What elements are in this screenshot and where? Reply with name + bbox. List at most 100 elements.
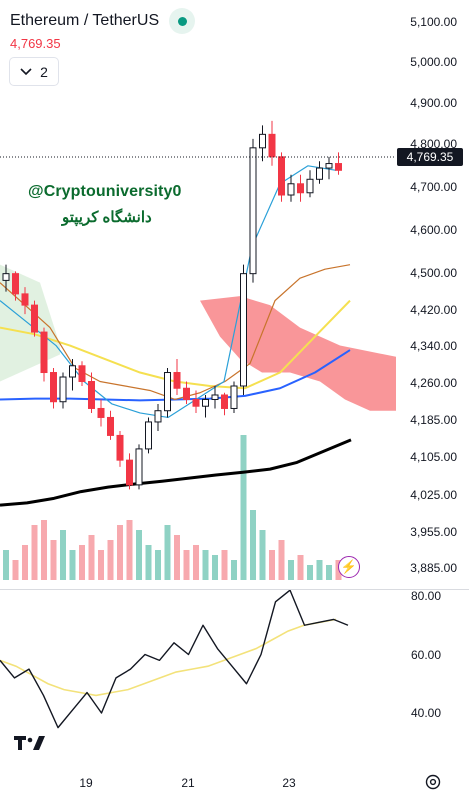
candle-body — [192, 398, 200, 407]
volume-bar — [126, 520, 133, 580]
candle-body — [278, 156, 285, 196]
price-chart[interactable] — [0, 0, 469, 590]
volume-bar — [259, 530, 266, 580]
volume-bar — [202, 550, 209, 580]
volume-bar — [250, 510, 256, 580]
oscillator-pane[interactable] — [0, 590, 396, 765]
volume-bar — [307, 565, 313, 580]
candle-body — [78, 365, 86, 383]
volume-bar — [183, 550, 190, 580]
volume-bar — [269, 550, 275, 580]
watermark-persian: دانشگاه کریپتو — [62, 209, 152, 226]
price-axis-label: 4,105.00 — [410, 450, 457, 464]
price-axis-label: 4,025.00 — [410, 488, 457, 502]
candle-body — [145, 421, 152, 450]
oscillator-signal-line — [0, 618, 337, 697]
price-axis-label: 4,800.00 — [410, 137, 457, 151]
volume-bar — [12, 560, 19, 580]
price-axis-label: 4,260.00 — [410, 376, 457, 390]
candle-body — [12, 273, 19, 295]
candle-body — [116, 434, 124, 461]
volume-bar — [326, 565, 332, 580]
candle-body — [2, 273, 10, 281]
volume-bar — [145, 545, 152, 580]
volume-bar — [31, 525, 38, 580]
volume-bar — [117, 525, 123, 580]
volume-bar — [69, 550, 76, 580]
collapse-indicators-button[interactable]: 2 — [10, 58, 58, 85]
oscillator-lines — [0, 590, 349, 729]
price-axis-label: 4,500.00 — [410, 266, 457, 280]
lightning-icon[interactable]: ⚡ — [338, 556, 360, 578]
candle-body — [40, 331, 48, 374]
candle-body — [21, 293, 29, 306]
time-axis-label: 23 — [282, 776, 296, 790]
candle-body — [297, 183, 304, 194]
candle-body — [69, 365, 76, 378]
candle-body — [50, 372, 57, 403]
price-axis-label: 5,000.00 — [410, 55, 457, 69]
live-status-icon — [169, 8, 196, 34]
volume-bar — [231, 560, 237, 580]
candle-body — [31, 304, 38, 333]
ichimoku-cloud — [0, 264, 396, 411]
oscillator-axis-label: 80.00 — [410, 589, 441, 603]
symbol-header: Ethereum / TetherUS — [10, 8, 196, 34]
volume-bar — [155, 550, 161, 580]
candle-body — [59, 376, 67, 403]
time-axis-label: 19 — [79, 776, 93, 790]
candle-body — [249, 147, 257, 275]
moving-average-black — [0, 438, 352, 507]
volume-bar — [193, 545, 199, 580]
candle-body — [173, 372, 181, 389]
volume-bar — [50, 540, 57, 580]
indicator-count: 2 — [40, 63, 48, 80]
oscillator-main-line — [0, 590, 349, 729]
candle-body — [97, 407, 105, 418]
tradingview-logo-icon[interactable] — [14, 736, 46, 752]
volume-bar — [297, 555, 304, 580]
candle-body — [221, 394, 228, 409]
price-axis-label: 4,420.00 — [410, 303, 457, 317]
candle-body — [268, 133, 276, 158]
watermark-handle: @Cryptouniversity0 — [28, 183, 182, 200]
volume-bar — [164, 525, 171, 580]
candle-body — [202, 398, 209, 407]
volume-bar — [174, 535, 180, 580]
candle-body — [126, 459, 133, 486]
candle-body — [240, 273, 247, 387]
price-axis-label: 4,340.00 — [410, 339, 457, 353]
volume-bar — [79, 545, 85, 580]
pair-title[interactable]: Ethereum / TetherUS — [10, 12, 160, 29]
candle-body — [325, 163, 333, 169]
candle-body — [183, 387, 190, 400]
volume-bar — [41, 520, 47, 580]
chevron-down-icon — [20, 67, 32, 76]
candlesticks — [2, 120, 342, 490]
pane-divider[interactable] — [0, 589, 469, 590]
price-axis-label: 3,955.00 — [410, 525, 457, 539]
current-price-tag: 4,769.35 — [397, 148, 463, 166]
candle-body — [107, 416, 114, 436]
price-axis-label: 4,600.00 — [410, 223, 457, 237]
volume-bar — [212, 555, 218, 580]
ichimoku-baseline — [0, 264, 351, 401]
price-axis-label: 4,185.00 — [410, 413, 457, 427]
last-price: 4,769.35 — [10, 36, 61, 51]
volume-bar — [136, 530, 142, 580]
oscillator-axis-label: 60.00 — [410, 648, 441, 662]
candle-body — [88, 381, 95, 409]
volume-bar — [221, 550, 228, 580]
volume-bar — [240, 435, 247, 580]
gear-icon[interactable] — [424, 773, 442, 796]
candle-body — [287, 183, 295, 196]
candle-body — [230, 385, 238, 409]
volume-bar — [3, 550, 9, 580]
candle-body — [164, 372, 171, 412]
price-axis[interactable]: 5,100.00 5,000.00 4,900.00 4,800.00 4,70… — [396, 0, 469, 590]
volume-bar — [60, 530, 66, 580]
volume-bar — [98, 550, 104, 580]
price-axis-label: 3,885.00 — [410, 561, 457, 575]
price-axis-label: 5,100.00 — [410, 15, 457, 29]
price-axis-label: 4,900.00 — [410, 96, 457, 110]
